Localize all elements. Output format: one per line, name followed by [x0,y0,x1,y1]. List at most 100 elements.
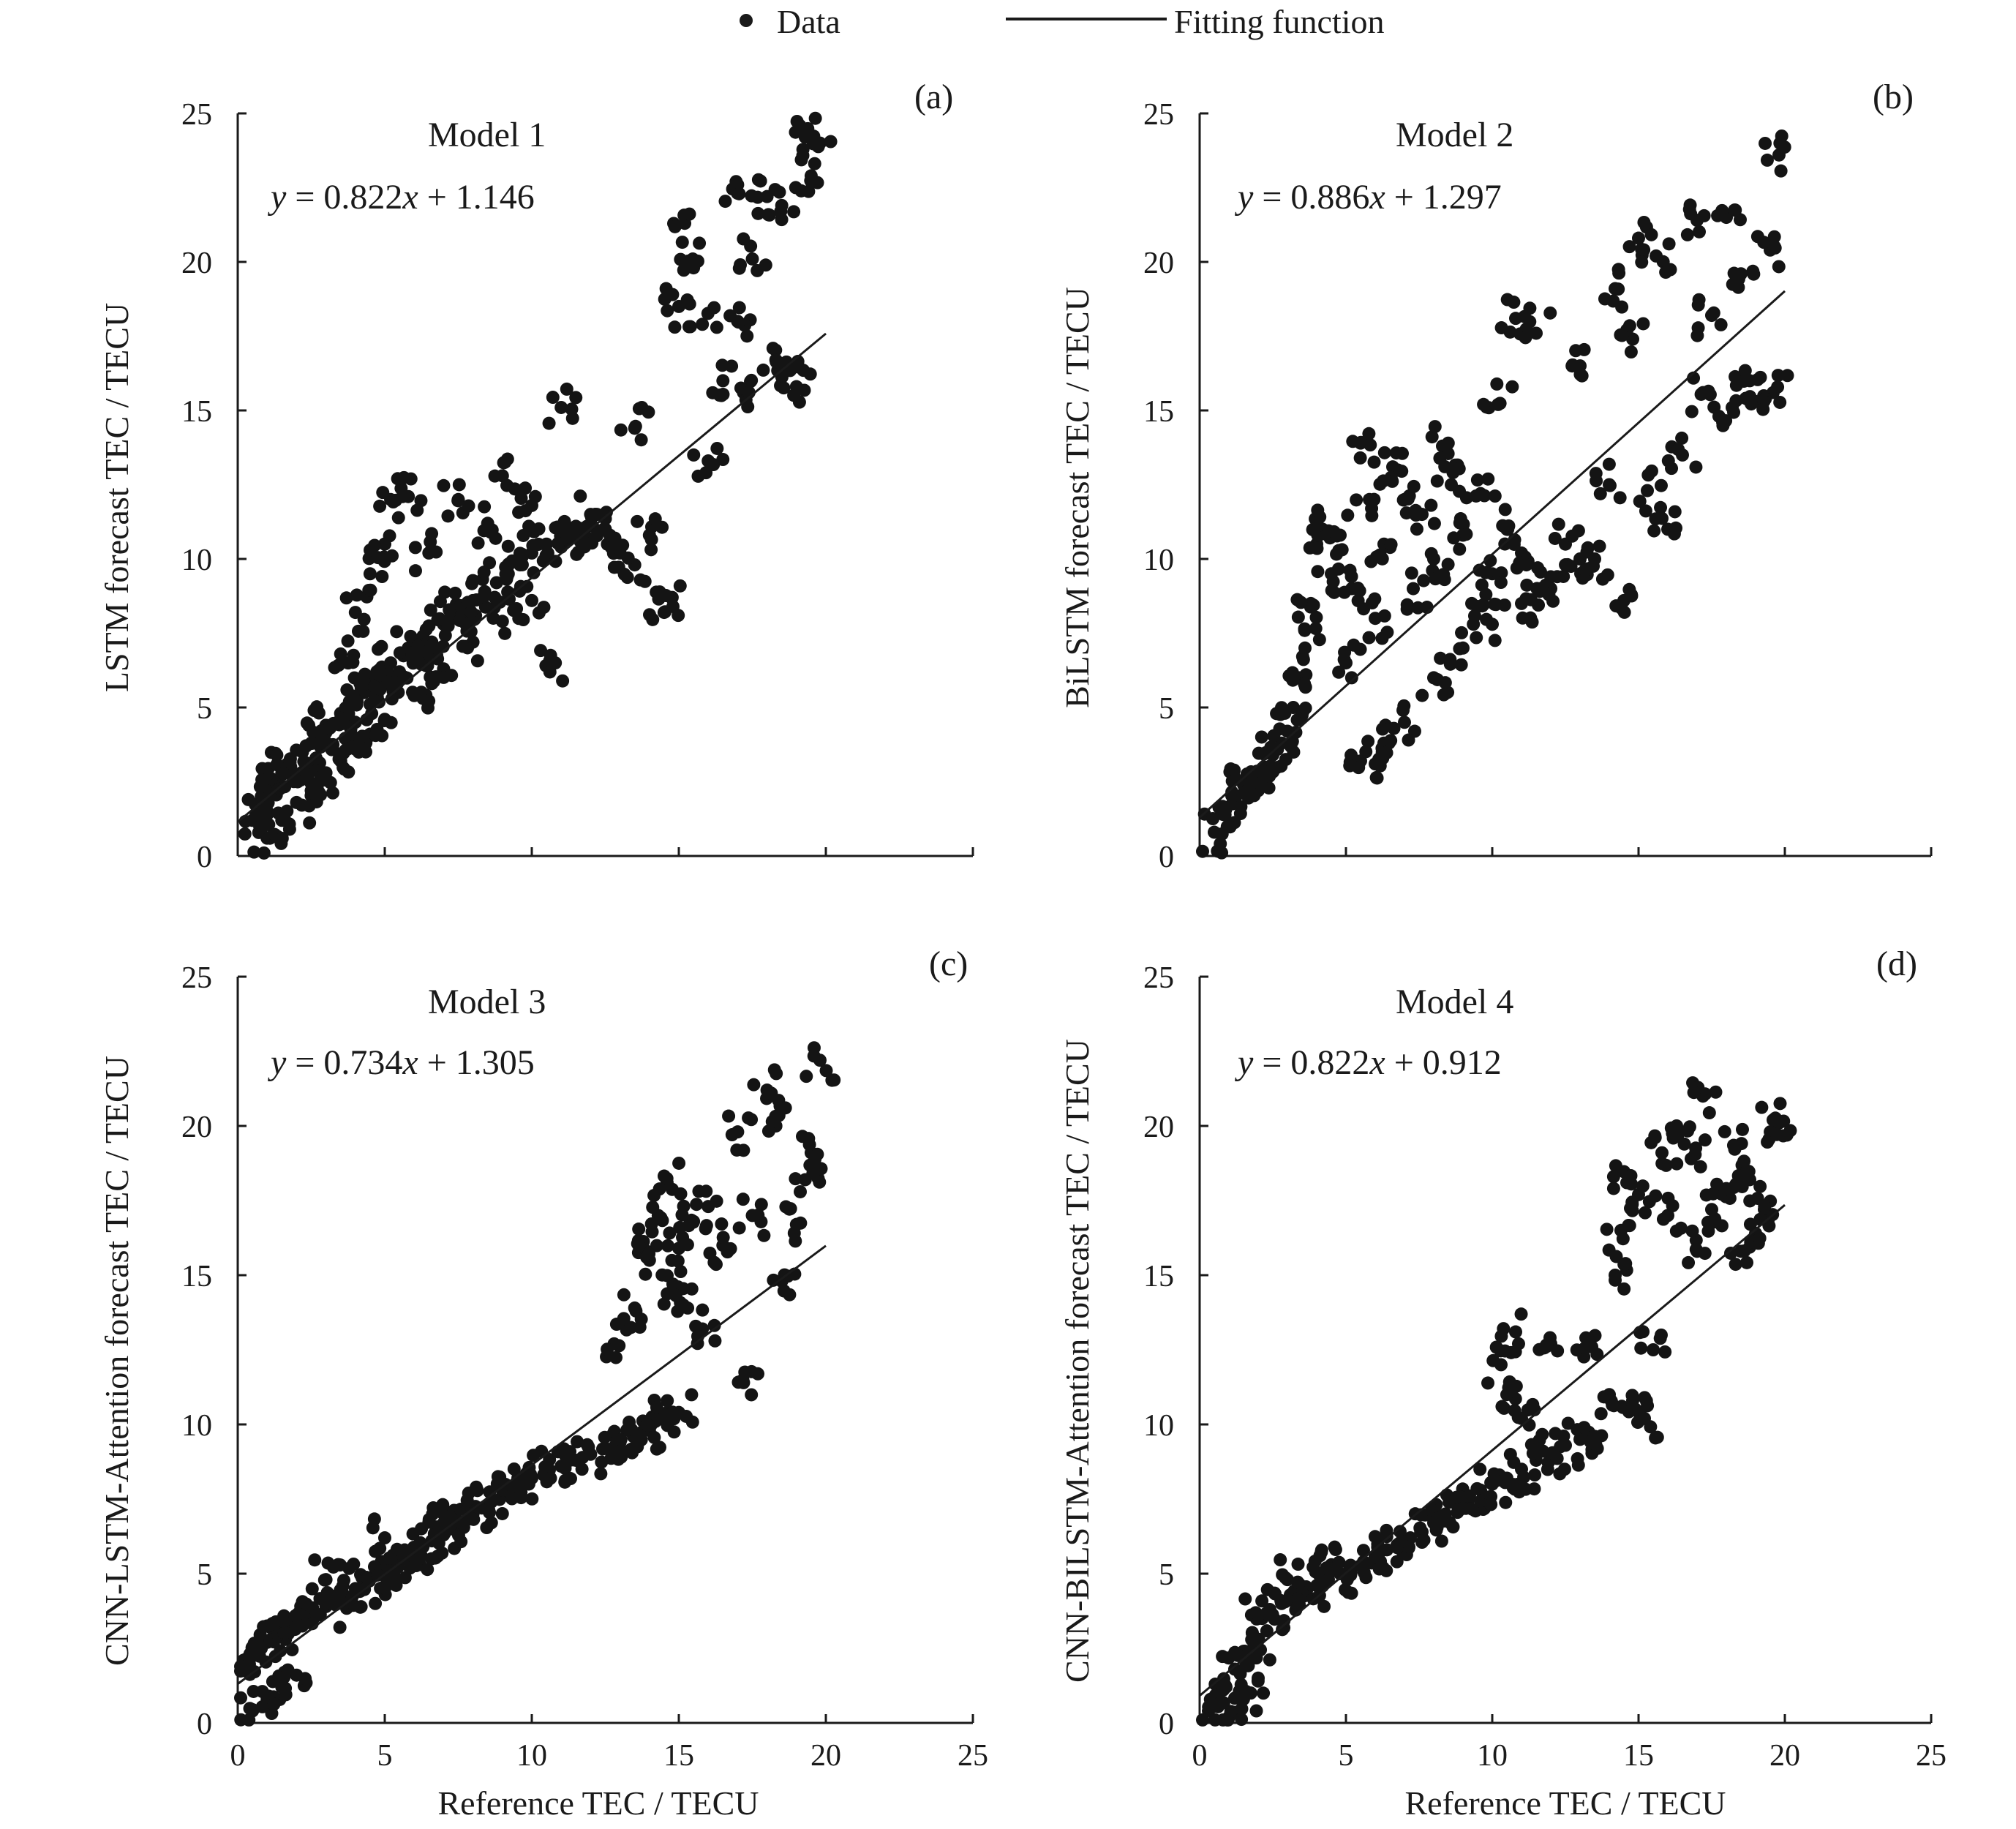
data-point [1311,565,1325,579]
data-point [1475,599,1489,613]
data-point [279,1626,293,1640]
panel-a-plot: 0 5 10 15 20 25 [181,98,974,874]
data-point [451,494,465,508]
data-point [1453,542,1467,556]
data-point [1357,1566,1371,1580]
data-point [650,1239,663,1252]
data-point [620,1423,634,1437]
data-point [1759,136,1772,150]
data-point [1773,136,1787,150]
data-point [1353,451,1367,465]
data-point [745,373,759,387]
data-point [1550,1451,1564,1465]
data-point [1641,1399,1655,1413]
data-point [1773,395,1787,409]
data-point [791,360,805,374]
data-point [544,1471,557,1485]
data-point [1772,260,1786,274]
data-point [1633,495,1647,508]
fit-line [1199,1203,1786,1697]
data-point [1470,473,1484,487]
data-point [1601,568,1614,582]
data-point [522,519,536,533]
panel-b-label: (b) [1873,78,1914,116]
data-point [290,775,304,789]
data-point [767,1063,781,1077]
data-point [723,1242,737,1255]
data-point [1208,1713,1222,1727]
data-point [238,827,252,841]
data-point [389,1578,403,1592]
data-point [1309,610,1323,624]
data-point [1494,1329,1508,1343]
data-point [777,381,791,395]
data-point [1306,598,1320,612]
data-point [641,1418,655,1432]
data-point [617,1288,631,1302]
data-point [1641,468,1655,482]
data-point [1372,1562,1386,1576]
data-point [595,1442,609,1456]
data-point [425,638,439,652]
data-point [1536,1444,1550,1458]
data-point [1718,1124,1731,1138]
data-point [1557,569,1571,583]
data-point [1647,524,1661,538]
data-point [1344,569,1358,583]
data-point [514,492,528,506]
data-point [667,1425,681,1439]
data-point [478,500,492,514]
data-point [1600,1223,1614,1236]
data-point [1234,800,1248,814]
data-point [1362,631,1376,645]
data-point [1611,263,1625,277]
data-point [1385,474,1399,488]
data-point [1519,592,1533,606]
data-point [1685,1224,1699,1238]
data-point [1306,522,1320,536]
data-point [657,1169,671,1183]
data-point [1624,1169,1638,1183]
data-point [1580,545,1594,559]
data-point [1498,503,1512,517]
data-point [794,1216,808,1230]
data-point [682,297,696,311]
data-point [345,727,358,741]
data-point [435,1546,449,1560]
data-point [1224,1705,1238,1719]
data-point [378,1581,392,1595]
data-point [616,538,630,552]
data-point [1213,1697,1227,1710]
data-point [1668,505,1682,519]
data-point [715,1217,729,1231]
data-point [448,586,462,600]
data-point [682,320,696,334]
data-point [680,1409,693,1423]
data-point [1368,1530,1382,1544]
data-point [367,680,381,694]
data-point [422,694,436,708]
data-point [609,1351,623,1364]
x-tick-label: 0 [1192,1739,1208,1773]
data-point [441,509,455,523]
data-point [1649,512,1663,526]
data-point [1659,1158,1673,1172]
legend-data-marker [740,14,753,27]
data-point [1708,1212,1722,1226]
data-point [1362,427,1376,440]
data-point [482,1503,496,1517]
data-point [1263,1653,1276,1667]
data-point [644,543,658,557]
data-point [527,1449,541,1462]
data-point [252,1649,266,1663]
data-point [672,1156,686,1170]
data-point [283,756,297,770]
data-point [470,654,484,668]
data-point [1783,1124,1797,1138]
data-point [1276,1568,1290,1582]
data-point [560,382,573,396]
data-point [1514,1307,1528,1321]
data-point [1214,837,1227,851]
panel-c-plot: 0 5 10 15 20 25 0 5 10 15 20 25 [181,961,988,1773]
